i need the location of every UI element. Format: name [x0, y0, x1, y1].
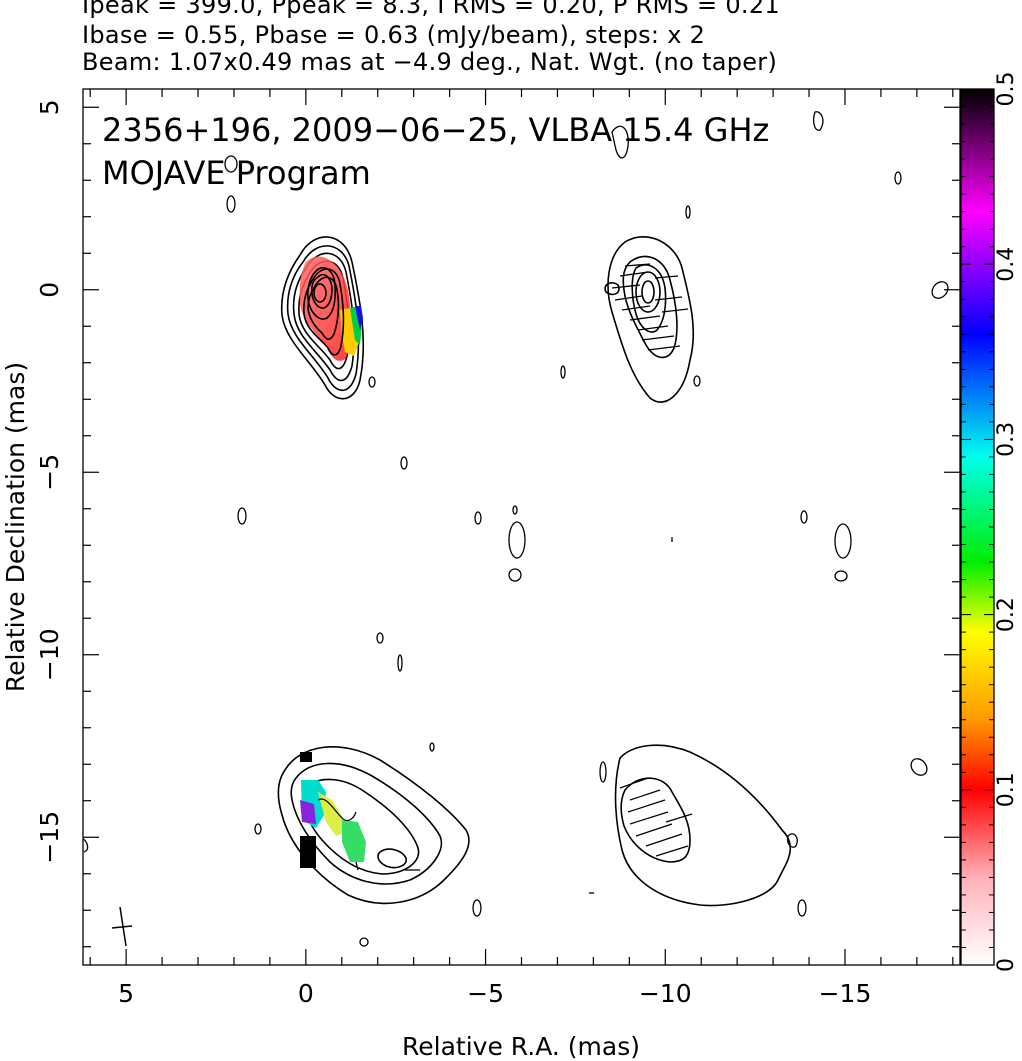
- y-tick-label: −5: [35, 454, 64, 491]
- header-line-1: Ipeak = 399.0, Ppeak = 8.3, I RMS = 0.20…: [82, 0, 780, 19]
- y-tick-label: −10: [35, 628, 64, 681]
- lower-contour-3: [303, 778, 420, 875]
- colorbar: [960, 88, 995, 966]
- colorbar-tick-label: 0: [994, 958, 1019, 972]
- axis-ticks: [83, 89, 960, 965]
- colorbar-tick-label: 0.1: [994, 772, 1019, 807]
- noise-contours: [83, 111, 949, 947]
- panel-intensity-core: [280, 236, 365, 400]
- colorbar-tick-label: 0.2: [994, 597, 1019, 632]
- colorbar-tick-label: 0.4: [994, 247, 1019, 282]
- x-tick-label: −5: [467, 979, 504, 1008]
- pol-contour-3: [631, 264, 667, 333]
- x-tick-label: −10: [639, 979, 692, 1008]
- lower-contour-1: [277, 746, 470, 905]
- pol-fill-green: [342, 820, 366, 862]
- contour-level-2: [286, 245, 360, 392]
- evpa-vectors-lower: [619, 777, 693, 857]
- colorbar-tick-label: 0.5: [994, 72, 1019, 107]
- lower-pol-contour-1: [614, 744, 792, 907]
- evpa-trace: [317, 798, 357, 822]
- lower-contour-2: [290, 762, 443, 885]
- contour-level-6: [307, 276, 340, 340]
- pol-contour-5: [641, 280, 655, 304]
- colorbar-ticks: 0 0.1 0.2 0.3 0.4 0.5: [961, 72, 1019, 972]
- y-tick-label: −15: [35, 811, 64, 864]
- panel-intensity-lower: [277, 746, 470, 905]
- pol-fill-yellow: [318, 792, 346, 836]
- panel-polarization-core: [604, 236, 695, 403]
- x-tick-label: 0: [298, 979, 314, 1008]
- y-axis-label: Relative Declination (mas): [1, 362, 30, 692]
- pol-contour-small: [604, 282, 620, 296]
- lower-pol-patch: [620, 777, 691, 863]
- contour-level-3: [292, 252, 355, 382]
- colorbar-tick-label: 0.3: [994, 422, 1019, 457]
- chart-title-line1: 2356+196, 2009−06−25, VLBA 15.4 GHz: [102, 111, 769, 149]
- contour-level-5: [303, 268, 345, 356]
- y-tick-label: 0: [35, 282, 64, 298]
- header-line-3: Beam: 1.07x0.49 mas at −4.9 deg., Nat. W…: [82, 48, 778, 76]
- contour-level-9: [313, 283, 327, 303]
- x-tick-label: 5: [118, 979, 134, 1008]
- contour-level-8: [310, 273, 333, 309]
- axis-tick-labels: 5 0 −5 −10 −15 5 0 −5 −10 −15: [35, 99, 871, 1008]
- lower-contour-4: [377, 848, 407, 869]
- plot-frame: [82, 88, 961, 966]
- chart-title-line2: MOJAVE Program: [102, 154, 371, 192]
- contour-level-7: [307, 266, 337, 320]
- y-tick-label: 5: [35, 99, 64, 115]
- beam-marker: [111, 906, 133, 947]
- header-line-2: Ibase = 0.55, Pbase = 0.63 (mJy/beam), s…: [82, 21, 706, 49]
- contour-level-1: [280, 236, 365, 400]
- pol-contour-1: [607, 236, 695, 403]
- pol-fill-black: [300, 836, 316, 868]
- x-tick-label: −15: [819, 979, 872, 1008]
- x-axis-label: Relative R.A. (mas): [402, 1032, 640, 1061]
- pol-fill-black-top: [300, 752, 312, 762]
- pol-fill-purple: [300, 800, 316, 824]
- evpa-vectors-core: [611, 263, 689, 351]
- map-content: [83, 111, 949, 947]
- panel-polarization-lower: [614, 744, 792, 907]
- polarized-edge-blue: [355, 306, 363, 330]
